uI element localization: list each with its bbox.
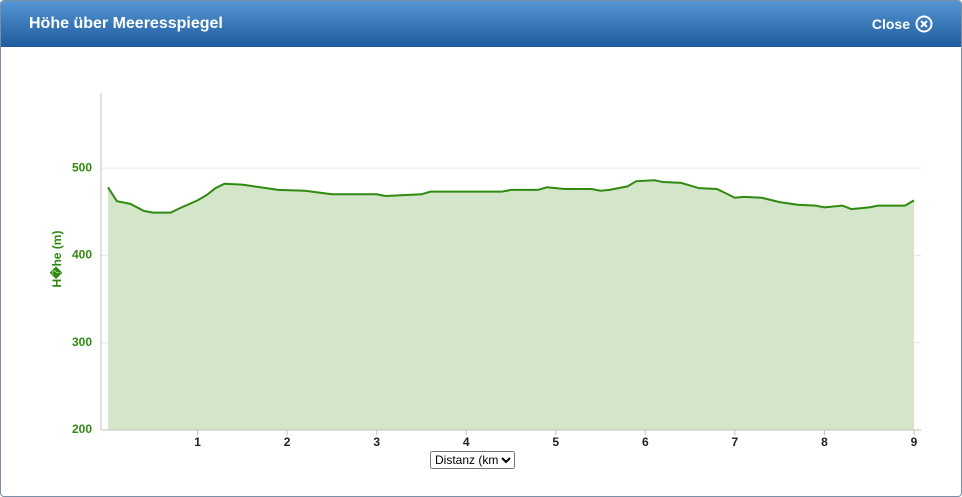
- x-tick-label: 3: [373, 435, 380, 447]
- header: Höhe über Meeresspiegel Close: [1, 1, 961, 47]
- area: [108, 180, 914, 430]
- x-tick-label: 8: [821, 435, 828, 447]
- x-tick-label: 9: [911, 435, 918, 447]
- chart: H�he (m) 200 300 400 500 1 2 3 4 5 6 7 8 9: [49, 93, 921, 447]
- x-tick-label: 1: [194, 435, 201, 447]
- close-label[interactable]: Close: [871, 16, 910, 32]
- y-tick-label: 400: [72, 248, 92, 262]
- y-axis-label: H�he (m): [49, 231, 64, 288]
- line: [107, 179, 915, 214]
- x-tick-label: 2: [284, 435, 291, 447]
- dialog-title: Höhe über Meeresspiegel: [29, 15, 223, 32]
- x-tick-label: 7: [732, 435, 739, 447]
- distance-select[interactable]: Distanz (km): [430, 451, 515, 469]
- x-tick-label: 5: [552, 435, 559, 447]
- y-tick-label: 200: [72, 422, 92, 436]
- y-tick-label: 500: [72, 160, 92, 174]
- close-button[interactable]: Close: [872, 15, 933, 33]
- x-tick-label: 4: [463, 435, 470, 447]
- close-icon[interactable]: [915, 15, 933, 33]
- x-tick-label: 6: [642, 435, 649, 447]
- y-tick-label: 300: [72, 335, 92, 349]
